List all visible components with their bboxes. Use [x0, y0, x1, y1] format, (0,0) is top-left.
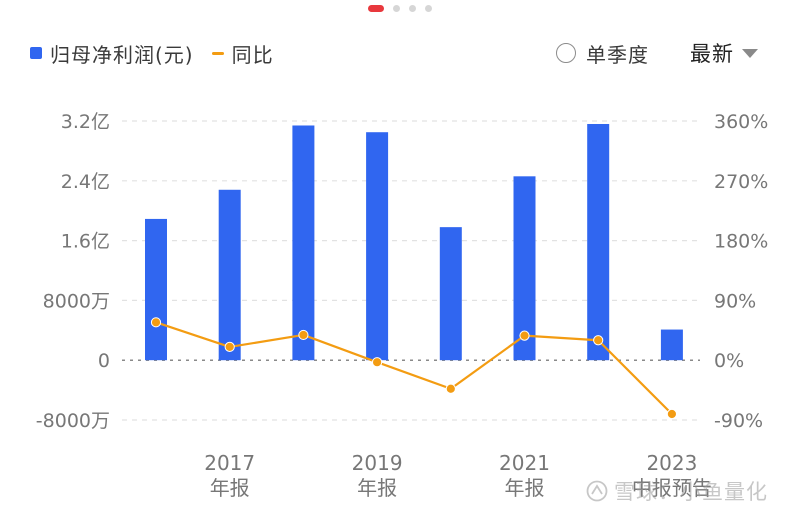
y-left-tick-label: -8000万: [36, 410, 110, 432]
y-left-tick-label: 3.2亿: [61, 111, 110, 133]
profit-bar: [439, 227, 462, 361]
caret-down-icon: [742, 48, 758, 58]
x-tick-label: 2023: [646, 451, 697, 475]
yoy-point: [593, 335, 604, 346]
yoy-swatch: [211, 51, 224, 55]
radio-icon[interactable]: [556, 43, 576, 63]
y-right-tick-label: 0%: [714, 350, 744, 372]
profit-bar: [587, 123, 610, 361]
single-quarter-label: 单季度: [586, 42, 649, 67]
x-tick-sublabel: 年报: [505, 476, 545, 500]
x-tick-label: 2017: [204, 451, 255, 475]
profit-bar: [660, 329, 683, 361]
x-tick-sublabel: 年报: [357, 476, 397, 500]
x-tick-label: 2021: [499, 451, 550, 475]
period-dropdown-label: 最新: [690, 42, 734, 66]
page-indicator: [0, 3, 800, 13]
profit-bar: [366, 132, 389, 361]
net-profit-swatch: [30, 47, 42, 59]
watermark: 雪球：小鱼量化: [586, 476, 768, 506]
chart-legend: 归母净利润(元) 同比: [30, 38, 292, 68]
y-left-tick-label: 8000万: [43, 290, 110, 312]
page-dot: [425, 5, 432, 12]
legend-item-net-profit[interactable]: 归母净利润(元): [30, 39, 194, 68]
snowball-logo-icon: [586, 480, 608, 502]
yoy-point: [372, 357, 383, 368]
x-tick-sublabel: 年报: [210, 476, 250, 500]
y-right-tick-label: 180%: [714, 231, 768, 253]
yoy-point: [224, 341, 235, 353]
legend-item-yoy[interactable]: 同比: [211, 39, 274, 68]
profit-bar: [292, 125, 315, 361]
x-tick-label: 2019: [352, 451, 403, 475]
y-right-tick-label: -90%: [714, 410, 763, 432]
page-dot: [368, 5, 384, 12]
y-right-tick-label: 360%: [714, 111, 768, 133]
y-left-tick-label: 2.4亿: [61, 171, 110, 193]
yoy-point: [445, 383, 456, 394]
profit-bar: [145, 218, 167, 361]
y-right-tick-label: 270%: [714, 171, 768, 193]
profit-bar: [218, 189, 241, 361]
y-left-tick-label: 0: [98, 350, 110, 372]
page-dot: [393, 5, 400, 12]
profit-bar: [513, 176, 536, 361]
yoy-point: [298, 329, 309, 341]
y-right-tick-label: 90%: [714, 290, 756, 312]
page-dot: [409, 5, 416, 12]
x-tick-sublabel: 中报预告: [632, 476, 712, 500]
yoy-line: [155, 321, 673, 415]
yoy-point: [519, 330, 530, 341]
single-quarter-toggle[interactable]: 单季度: [556, 38, 649, 68]
legend-net-profit-label: 归母净利润(元): [50, 42, 194, 67]
yoy-point: [666, 408, 678, 420]
legend-yoy-label: 同比: [231, 42, 274, 67]
watermark-text: 雪球：小鱼量化: [614, 480, 768, 504]
y-left-tick-label: 1.6亿: [61, 231, 110, 253]
period-dropdown[interactable]: 最新: [690, 38, 758, 68]
yoy-point: [150, 317, 162, 328]
